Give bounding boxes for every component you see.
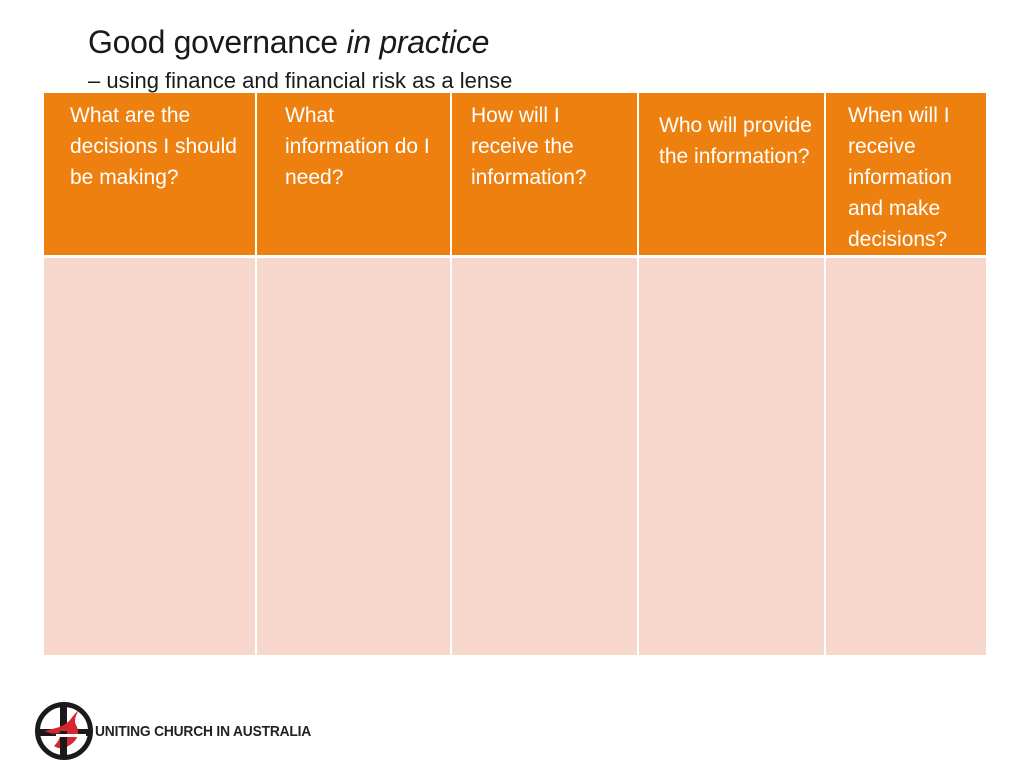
header-cell-how: How will I receive the information? xyxy=(452,93,637,255)
header-cell-decisions: What are the decisions I should be makin… xyxy=(44,93,255,255)
uniting-church-logo-icon xyxy=(35,702,93,760)
body-cell-information xyxy=(257,258,450,655)
slide-title-emphasis: in practice xyxy=(346,24,490,60)
organization-name: UNITING CHURCH IN AUSTRALIA xyxy=(95,722,312,740)
header-cell-information: What information do I need? xyxy=(257,93,450,255)
body-cell-when xyxy=(826,258,986,655)
footer-branding: UNITING CHURCH IN AUSTRALIA xyxy=(34,701,330,761)
header-cell-who: Who will provide the information? xyxy=(639,93,824,255)
slide-title: Good governance in practice xyxy=(88,22,489,62)
body-cell-how xyxy=(452,258,637,655)
header-cell-when: When will I receive information and make… xyxy=(826,93,986,255)
body-cell-who xyxy=(639,258,824,655)
slide-title-main: Good governance xyxy=(88,24,338,60)
slide-subtitle: – using finance and financial risk as a … xyxy=(88,68,513,93)
body-cell-decisions xyxy=(44,258,255,655)
planning-table: What are the decisions I should be makin… xyxy=(44,93,986,655)
